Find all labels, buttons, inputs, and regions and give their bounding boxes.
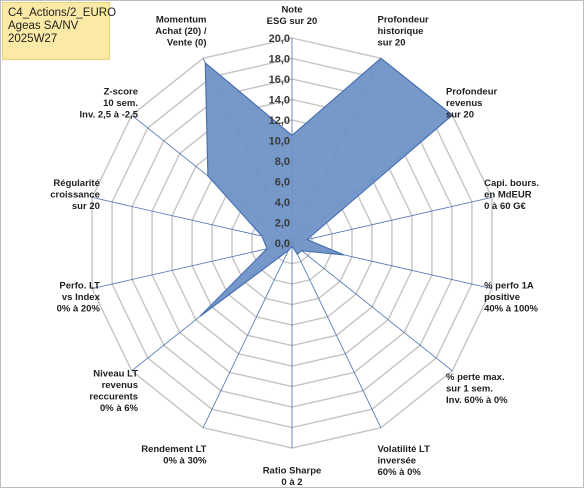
tick-label: 0,0 (275, 238, 290, 250)
week-label: 2025W27 (8, 33, 58, 45)
tick-label: 14,0 (269, 95, 290, 107)
series-area (199, 57, 454, 317)
tick-label: 4,0 (275, 197, 290, 209)
tick-layer: 0,0 2,0 4,0 6,0 8,0 10,0 12,0 14,0 16,0 18,0 20,0 (269, 33, 290, 250)
tick-label: 18,0 (269, 54, 290, 66)
axis-spoke (291, 242, 382, 428)
tick-label: 12,0 (269, 115, 290, 127)
axis-label: % perte max. sur 1 sem. Inv. 60% à 0% (446, 372, 508, 406)
category-label: C4_Actions/2_EURO (8, 7, 117, 19)
axis-label: Profondeur revenus sur 20 (446, 86, 497, 120)
company-name: Ageas SA/NV (8, 20, 79, 32)
axis-label: Profondeur historique sur 20 (378, 15, 429, 49)
axis-spoke (202, 242, 293, 428)
axis-label: Régularité croissance sur 20 (50, 178, 100, 212)
info-box: C4_Actions/2_EURO Ageas SA/NV 2025W27 (2, 2, 117, 60)
axis-label: Note ESG sur 20 (267, 5, 318, 28)
tick-label: 16,0 (269, 74, 290, 86)
series-layer (199, 57, 454, 317)
axis-label-layer: Note ESG sur 20 Profondeur historique sur 20… (50, 5, 539, 488)
axis-label: Niveau LT revenus reccurents 0% à 6% (89, 369, 138, 415)
tick-label: 2,0 (275, 218, 290, 230)
axis-spoke (92, 242, 293, 289)
axis-label: % perfo 1A positive 40% à 100% (484, 280, 538, 314)
tick-label: 10,0 (269, 136, 290, 148)
axis-label: Momentum Achat (20) / Vente (0) (155, 15, 207, 49)
axis-label: Rendement LT 0% à 30% (141, 444, 207, 467)
axis-label: Z-score 10 sem. Inv. 2,5 à -2,5 (80, 86, 139, 120)
axis-label: Ratio Sharpe 0 à 2 (263, 466, 322, 488)
axis-spoke (291, 197, 492, 244)
tick-label: 20,0 (269, 33, 290, 45)
tick-label: 6,0 (275, 177, 290, 189)
axis-label: Volatilité LT inversée 60% à 0% (378, 444, 431, 478)
axis-spoke (92, 197, 293, 244)
tick-label: 8,0 (275, 156, 290, 168)
axis-label: Capi. bours. en MdEUR 0 à 60 G€ (484, 178, 539, 212)
axis-label: Perfo. LT vs Index 0% à 20% (57, 280, 101, 314)
axis-spoke (291, 242, 453, 372)
